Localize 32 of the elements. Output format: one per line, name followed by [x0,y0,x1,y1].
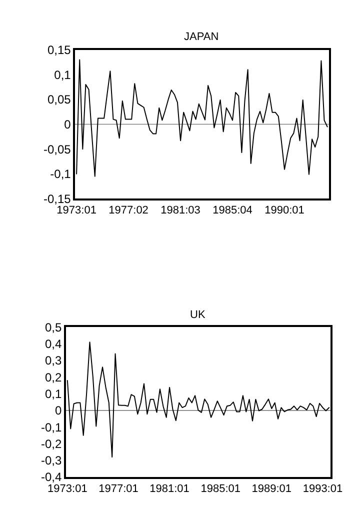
y-tick-label: -0,4 [40,470,62,484]
y-tick-label: 0,4 [44,337,62,352]
x-tick-label: 1989:01 [252,482,292,495]
y-tick-label: 0,5 [44,320,62,334]
y-tick-label: 0,1 [54,68,72,82]
x-tick-label: 1981:01 [150,482,190,495]
chart-title: UK [190,309,206,321]
x-tick-label: 1985:01 [200,482,240,495]
y-tick-label: 0,3 [44,354,62,368]
y-tick-label: 0,1 [44,386,62,401]
y-tick-label: -0,2 [40,436,62,451]
x-tick-label: 1977:02 [108,204,148,217]
line-series [66,342,330,458]
x-tick-label: 1990:01 [264,204,304,217]
x-tick-label: 1973:01 [56,204,96,217]
x-tick-label: 1977:01 [98,482,138,495]
y-tick-label: -0,05 [44,142,72,156]
line-series [76,59,328,177]
y-tick-label: 0 [64,117,72,132]
y-tick-label: -0,1 [50,167,72,182]
y-tick-label: 0,15 [48,43,72,58]
x-tick-label: 1981:03 [160,204,200,217]
y-tick-label: 0,2 [44,370,62,384]
x-tick-label: 1973:01 [48,482,88,495]
y-tick-label: 0,05 [48,92,72,107]
y-tick-label: 0 [54,404,62,418]
x-tick-label: 1985:04 [212,204,252,217]
y-tick-label: -0,15 [44,192,72,206]
x-tick-label: 1993:01 [302,482,343,495]
y-tick-label: -0,1 [40,420,62,434]
y-tick-label: -0,3 [40,454,62,468]
chart-title: JAPAN [184,31,219,43]
